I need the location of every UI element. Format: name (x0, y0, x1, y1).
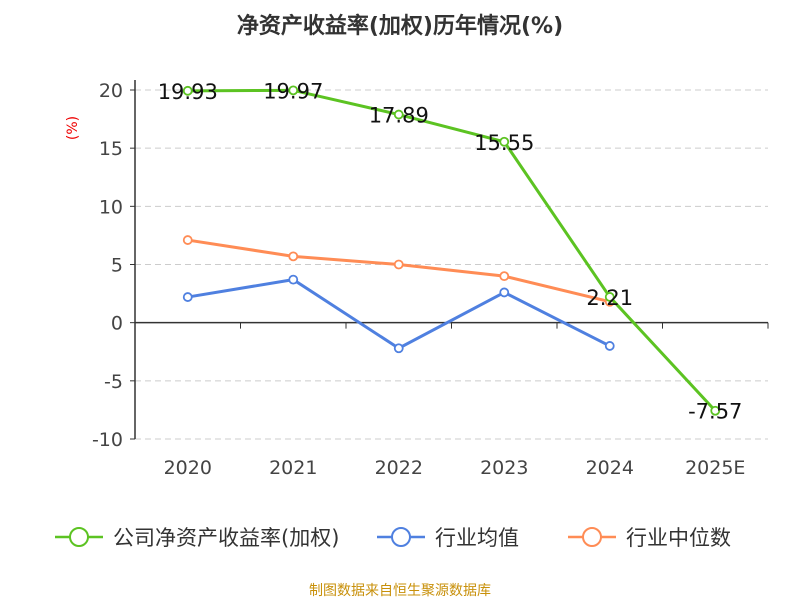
series-line (187, 238, 611, 304)
series-line (187, 88, 717, 412)
data-label: 19.97 (263, 79, 323, 103)
data-point (288, 85, 299, 96)
data-point (499, 287, 510, 298)
data-point (499, 136, 510, 147)
x-tick-label: 2022 (375, 457, 423, 479)
chart-title: 净资产收益率(加权)历年情况(%) (237, 13, 563, 39)
data-label: 2.21 (586, 286, 633, 310)
data-point (393, 259, 404, 270)
y-axis-label: (%) (65, 116, 81, 140)
data-label: -7.57 (688, 400, 742, 424)
legend-marker-icon (582, 527, 602, 547)
y-tick-label: -5 (104, 371, 123, 393)
data-label: 19.93 (158, 80, 218, 104)
data-point (710, 405, 721, 416)
x-tick-label: 2021 (269, 457, 317, 479)
legend-label: 行业均值 (435, 526, 519, 550)
y-tick-label: 5 (111, 255, 123, 277)
source-note: 制图数据来自恒生聚源数据库 (309, 583, 491, 599)
legend-marker-icon (69, 527, 89, 547)
data-point (288, 251, 299, 262)
x-tick-label: 2023 (480, 457, 528, 479)
data-point (182, 85, 193, 96)
legend-marker-icon (391, 527, 411, 547)
data-point (604, 292, 615, 302)
data-point (288, 274, 299, 285)
legend-label: 公司净资产收益率(加权) (113, 526, 339, 550)
data-point (393, 343, 404, 354)
y-tick-label: 20 (99, 80, 123, 102)
data-label: 15.55 (474, 131, 534, 155)
y-tick-label: 0 (111, 313, 123, 335)
y-tick-label: 10 (99, 196, 123, 218)
data-point (604, 341, 615, 351)
data-label: 17.89 (369, 104, 429, 128)
data-point (182, 235, 193, 245)
legend-label: 行业中位数 (626, 526, 731, 550)
series-line (187, 278, 611, 350)
data-point (499, 271, 510, 282)
data-point (182, 292, 193, 302)
x-tick-label: 2025E (685, 457, 745, 479)
y-tick-label: 15 (99, 138, 123, 160)
y-tick-label: -10 (92, 429, 123, 451)
x-tick-label: 2024 (586, 457, 634, 479)
x-tick-label: 2020 (164, 457, 212, 479)
data-point (393, 109, 404, 120)
